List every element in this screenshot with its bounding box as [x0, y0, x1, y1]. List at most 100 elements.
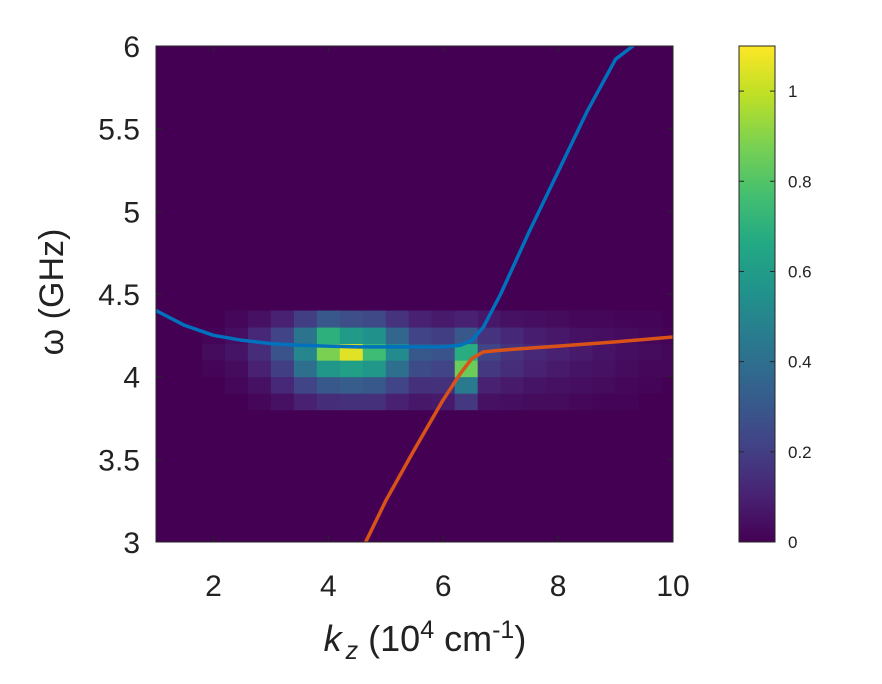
heatmap-cells	[201, 310, 673, 411]
y-tick-label: 6	[123, 31, 140, 64]
heatmap-cell	[523, 327, 548, 345]
heatmap-cell	[408, 310, 433, 328]
heatmap-cell	[546, 376, 571, 394]
heatmap-cell	[500, 376, 525, 394]
heatmap-cell	[592, 376, 617, 394]
heatmap-cell	[615, 376, 640, 394]
heatmap-cell	[362, 360, 387, 378]
heatmap-cell	[638, 310, 663, 328]
heatmap-cell	[201, 360, 226, 378]
y-tick-label: 3	[123, 527, 140, 560]
x-axis-label-mid: cm	[434, 618, 492, 659]
heatmap-cell	[385, 393, 410, 411]
heatmap-cell	[293, 310, 318, 328]
heatmap-cell	[661, 343, 673, 361]
heatmap-cell	[546, 360, 571, 378]
y-axis-label: ω (GHz)	[33, 229, 71, 356]
heatmap-cell	[454, 393, 479, 411]
heatmap-cell	[546, 327, 571, 345]
heatmap-cell	[431, 310, 456, 328]
heatmap-cell	[661, 360, 673, 378]
heatmap-cell	[454, 310, 479, 328]
colorbar-tick-label: 0.6	[788, 262, 812, 281]
heatmap-cell	[362, 393, 387, 411]
heatmap-cell	[569, 327, 594, 345]
heatmap-cell	[385, 327, 410, 345]
y-tick-label: 5.5	[98, 114, 140, 147]
heatmap-cell	[592, 327, 617, 345]
heatmap-cell	[477, 327, 502, 345]
heatmap-cell	[270, 360, 295, 378]
heatmap-cell	[247, 376, 272, 394]
x-tick-label: 2	[205, 570, 222, 603]
heatmap-cell	[293, 393, 318, 411]
heatmap-cell	[247, 327, 272, 345]
heatmap-cell	[408, 376, 433, 394]
heatmap-cell	[569, 393, 594, 411]
heatmap-cell	[615, 310, 640, 328]
heatmap-cell	[408, 393, 433, 411]
heatmap-cell	[339, 327, 364, 345]
y-tick-label: 4	[123, 362, 140, 395]
x-axis: 2 4 6 8 10	[205, 46, 690, 603]
heatmap-cell	[224, 343, 249, 361]
heatmap-cell	[523, 393, 548, 411]
dispersion-curves	[156, 46, 673, 542]
x-tick-label: 6	[435, 570, 452, 603]
heatmap-cell	[500, 343, 525, 361]
colorbar-tick-label: 0	[788, 533, 797, 552]
heatmap-cell	[408, 327, 433, 345]
heatmap-cell	[339, 393, 364, 411]
heatmap-cell	[385, 360, 410, 378]
heatmap-cell	[270, 393, 295, 411]
y-tick-label: 5	[123, 196, 140, 229]
heatmap-cell	[270, 310, 295, 328]
heatmap-cell	[316, 360, 341, 378]
heatmap-cell	[247, 310, 272, 328]
colorbar-ticks: 0 0.2 0.4 0.6 0.8 1	[739, 82, 812, 552]
heatmap-cell	[477, 393, 502, 411]
heatmap-cell	[569, 376, 594, 394]
heatmap-cell	[592, 343, 617, 361]
colorbar-tick-label: 0.4	[788, 353, 812, 372]
heatmap-cell	[224, 310, 249, 328]
x-axis-label-sub: z	[345, 637, 359, 665]
heatmap-cell	[316, 327, 341, 345]
heatmap-cell	[661, 327, 673, 345]
heatmap-cell	[569, 343, 594, 361]
heatmap-cell	[592, 393, 617, 411]
heatmap-cell	[500, 327, 525, 345]
heatmap-cell	[592, 310, 617, 328]
heatmap-cell	[316, 310, 341, 328]
heatmap-cell	[224, 360, 249, 378]
heatmap-cell	[408, 360, 433, 378]
heatmap-cell	[500, 360, 525, 378]
x-axis-label-sup: 4	[420, 616, 434, 644]
heatmap-cell	[339, 310, 364, 328]
colorbar-tick-label: 1	[788, 82, 797, 101]
heatmap-cell	[362, 376, 387, 394]
heatmap-cell	[339, 376, 364, 394]
heatmap-cell	[569, 310, 594, 328]
heatmap-cell	[615, 360, 640, 378]
x-tick-label: 4	[320, 570, 337, 603]
heatmap-cell	[247, 343, 272, 361]
heatmap-cell	[293, 343, 318, 361]
y-tick-label: 4.5	[98, 279, 140, 312]
x-tick-label: 8	[550, 570, 567, 603]
heatmap-cell	[615, 393, 640, 411]
heatmap-cell	[431, 360, 456, 378]
heatmap-cell	[339, 360, 364, 378]
heatmap-cell	[293, 360, 318, 378]
heatmap-cell	[247, 393, 272, 411]
series-line-2	[363, 335, 673, 542]
heatmap-cell	[316, 376, 341, 394]
heatmap-cell	[316, 393, 341, 411]
heatmap-cell	[500, 393, 525, 411]
heatmap-cell	[270, 343, 295, 361]
heatmap-cell	[638, 343, 663, 361]
heatmap-cell	[431, 327, 456, 345]
heatmap-cell	[592, 360, 617, 378]
